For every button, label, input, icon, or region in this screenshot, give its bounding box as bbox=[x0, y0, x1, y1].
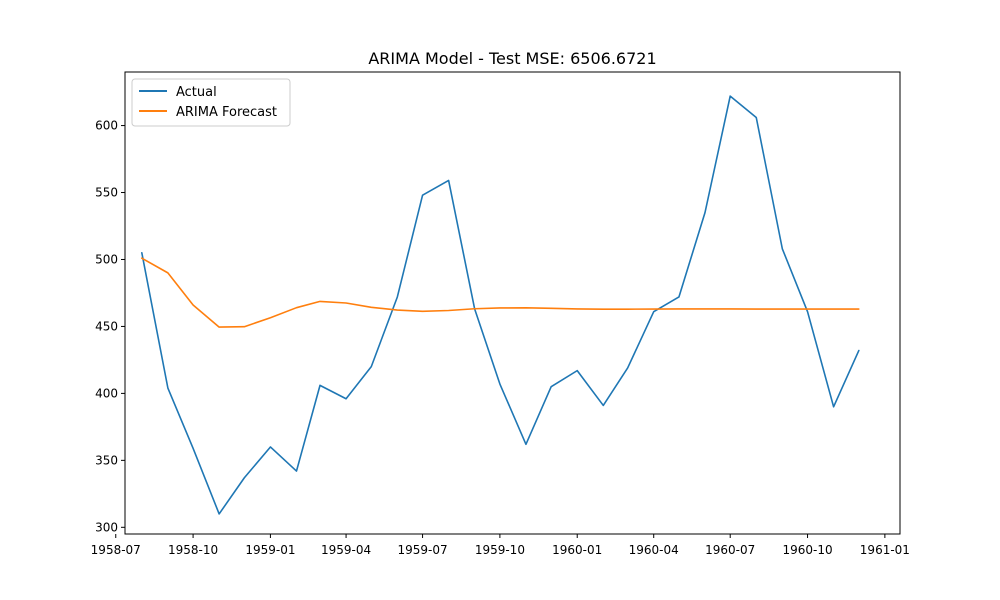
chart-title: ARIMA Model - Test MSE: 6506.6721 bbox=[368, 49, 656, 68]
legend-box bbox=[131, 78, 291, 127]
y-tick-label: 550 bbox=[95, 186, 118, 200]
x-axis: 1958-07 1958-10 1959-01 1959-04 1959-07 1959-… bbox=[91, 534, 910, 557]
y-tick-label: 350 bbox=[95, 453, 118, 467]
y-tick-label: 300 bbox=[95, 520, 118, 534]
x-tick-label: 1960-07 bbox=[705, 543, 755, 557]
y-tick-label: 500 bbox=[95, 252, 118, 266]
x-tick-label: 1958-07 bbox=[91, 543, 141, 557]
x-tick-label: 1960-01 bbox=[552, 543, 602, 557]
legend-label-forecast: ARIMA Forecast bbox=[176, 105, 277, 120]
series-line-actual bbox=[141, 95, 860, 515]
y-tick-label: 400 bbox=[95, 386, 118, 400]
series-line-arima-forecast bbox=[141, 257, 860, 328]
x-tick-label: 1959-01 bbox=[245, 543, 295, 557]
x-tick-label: 1959-07 bbox=[397, 543, 447, 557]
series-layer bbox=[141, 95, 860, 515]
x-tick-label: 1958-10 bbox=[168, 543, 218, 557]
x-tick-label: 1960-04 bbox=[629, 543, 679, 557]
x-tick-label: 1960-10 bbox=[782, 543, 832, 557]
y-axis: 300 350 400 450 500 550 600 bbox=[95, 119, 125, 534]
x-tick-label: 1959-10 bbox=[475, 543, 525, 557]
legend-label-actual: Actual bbox=[176, 85, 217, 100]
y-tick-label: 450 bbox=[95, 319, 118, 333]
x-tick-label: 1961-01 bbox=[860, 543, 910, 557]
plot-frame bbox=[124, 71, 901, 535]
x-tick-label: 1959-04 bbox=[321, 543, 371, 557]
y-tick-label: 600 bbox=[95, 119, 118, 133]
legend: Actual ARIMA Forecast bbox=[131, 78, 291, 127]
